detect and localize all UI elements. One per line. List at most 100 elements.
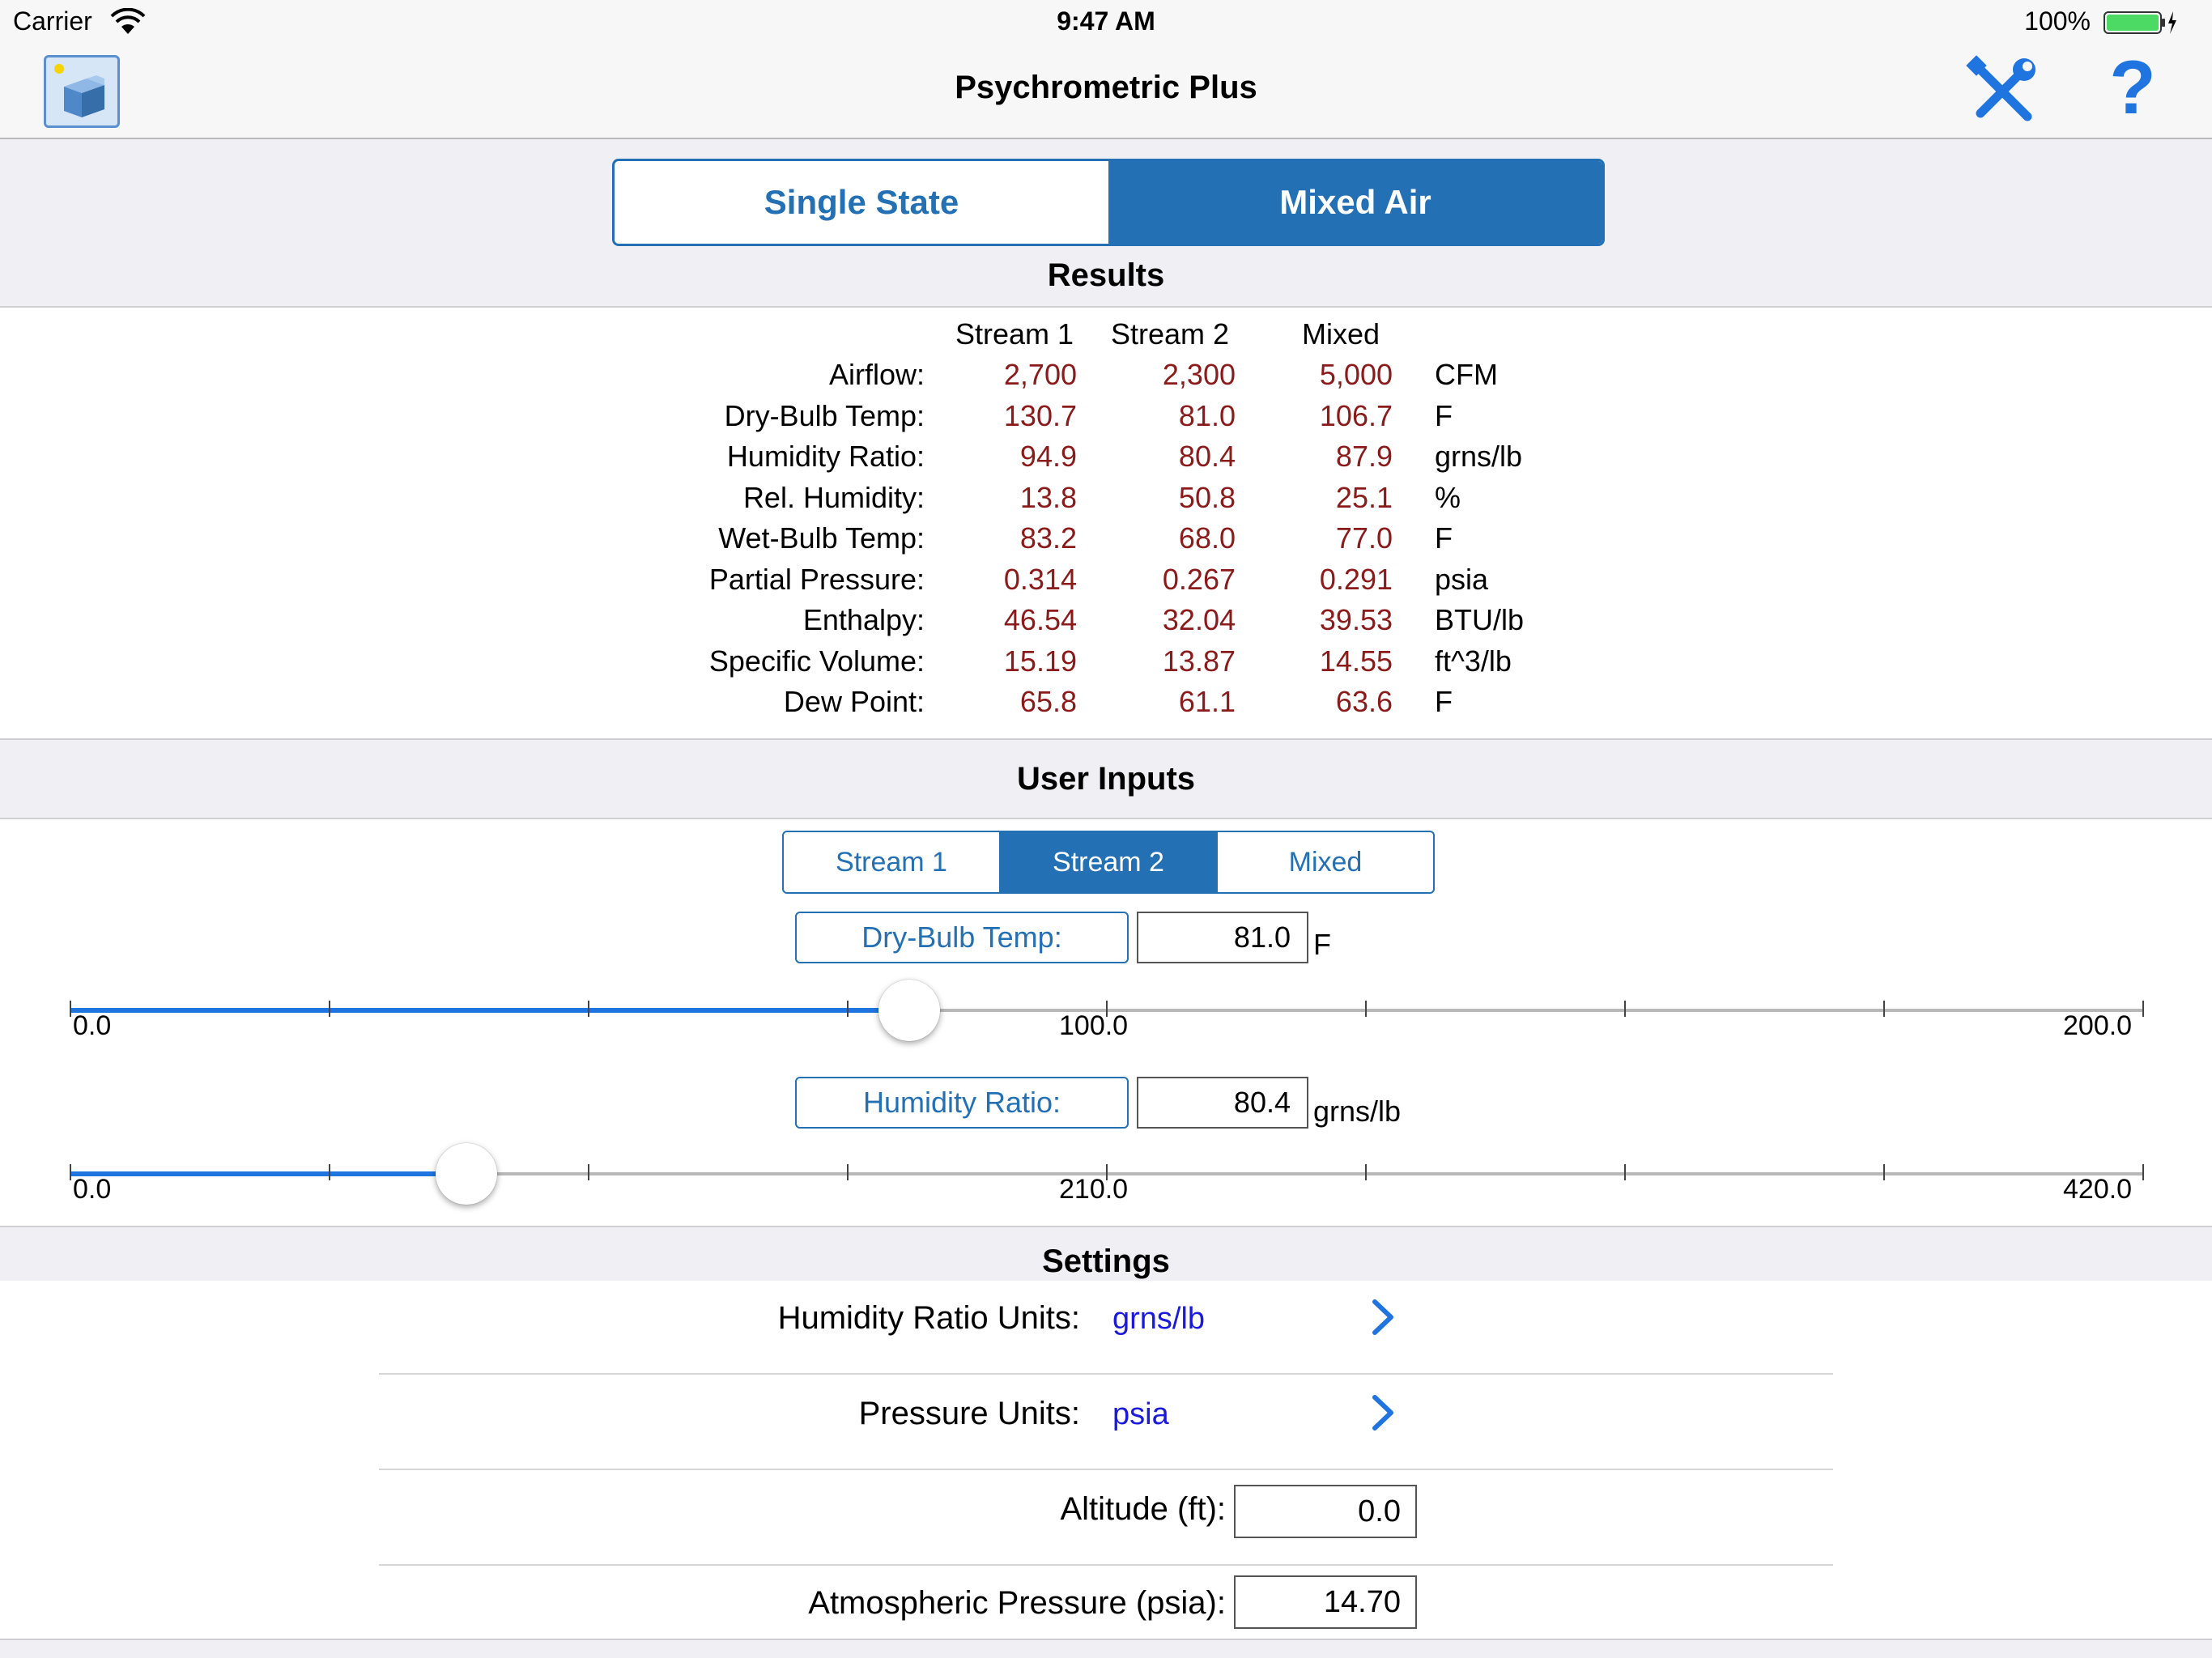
- tools-icon[interactable]: [1966, 55, 2039, 128]
- altitude-row: Altitude (ft): 0.0: [379, 1472, 1833, 1566]
- inputs-band: User Inputs: [0, 740, 2212, 818]
- app-logo-icon[interactable]: [44, 55, 120, 128]
- slider-tick: [1365, 1164, 1367, 1180]
- slider-tick: [1883, 1001, 1885, 1017]
- humidity-ratio-units-label: Humidity Ratio Units:: [777, 1300, 1080, 1336]
- dry-bulb-max-label: 200.0: [2063, 1010, 2133, 1041]
- stream-segmented-control: Stream 1 Stream 2 Mixed: [782, 831, 1435, 894]
- settings-panel: Humidity Ratio Units: grns/lb Pressure U…: [0, 1281, 2212, 1639]
- atmospheric-pressure-label: Atmospheric Pressure (psia):: [808, 1585, 1226, 1621]
- chevron-right-icon[interactable]: [1367, 1394, 1399, 1431]
- slider-thumb[interactable]: [436, 1143, 498, 1205]
- settings-band: Settings: [0, 1226, 2212, 1281]
- result-stream-1-value: 0.314: [1003, 562, 1077, 596]
- pressure-units-label: Pressure Units:: [858, 1396, 1080, 1431]
- dry-bulb-temp-slider[interactable]: [70, 980, 2144, 1041]
- tab-single-state[interactable]: Single State: [764, 183, 959, 221]
- result-mixed-value: 14.55: [1319, 644, 1393, 678]
- atmospheric-pressure-row: Atmospheric Pressure (psia): 14.70: [379, 1567, 1833, 1639]
- chevron-right-icon[interactable]: [1367, 1299, 1399, 1336]
- result-stream-2-value: 80.4: [1178, 440, 1236, 473]
- column-header-stream-2: Stream 2: [1111, 317, 1230, 351]
- dry-bulb-mid-label: 100.0: [1059, 1010, 1129, 1041]
- result-stream-2-value: 2,300: [1162, 358, 1236, 391]
- result-unit: F: [1435, 398, 1453, 432]
- result-unit: grns/lb: [1435, 440, 1523, 473]
- user-inputs-panel: Stream 1 Stream 2 Mixed Dry-Bulb Temp: 8…: [0, 818, 2212, 1226]
- result-stream-2-value: 0.267: [1162, 562, 1236, 596]
- result-stream-2-value: 61.1: [1178, 685, 1236, 718]
- humidity-ratio-units-row[interactable]: Humidity Ratio Units: grns/lb: [379, 1281, 1833, 1375]
- result-stream-2-value: 81.0: [1178, 398, 1236, 432]
- battery-percent: 100%: [2024, 6, 2091, 36]
- humidity-ratio-input[interactable]: 80.4: [1137, 1077, 1308, 1129]
- result-stream-1-value: 83.2: [1019, 521, 1077, 555]
- slider-tick: [70, 1001, 71, 1017]
- slider-tick: [1106, 1164, 1108, 1180]
- settings-title: Settings: [1042, 1244, 1170, 1279]
- slider-tick: [2142, 1001, 2144, 1017]
- result-mixed-value: 5,000: [1319, 358, 1393, 391]
- dry-bulb-min-label: 0.0: [73, 1010, 112, 1041]
- column-header-stream-1: Stream 1: [955, 317, 1074, 351]
- battery-icon: [2104, 11, 2176, 34]
- slider-tick: [1624, 1001, 1626, 1017]
- result-mixed-value: 87.9: [1335, 440, 1393, 473]
- column-header-mixed: Mixed: [1302, 317, 1380, 351]
- pressure-units-row[interactable]: Pressure Units: psia: [379, 1376, 1833, 1470]
- result-stream-1-value: 65.8: [1019, 685, 1077, 718]
- tab-stream-2[interactable]: Stream 2: [1001, 832, 1218, 892]
- humidity-ratio-slider[interactable]: [70, 1143, 2144, 1205]
- slider-tick: [2142, 1164, 2144, 1180]
- result-stream-2-value: 32.04: [1162, 603, 1236, 636]
- altitude-input[interactable]: 0.0: [1234, 1485, 1417, 1538]
- results-table: Stream 1 Stream 2 Mixed Airflow: 2,700 2,3…: [0, 306, 2212, 740]
- dry-bulb-unit: F: [1313, 928, 1331, 961]
- tab-mixed[interactable]: Mixed: [1288, 846, 1363, 878]
- result-stream-1-value: 94.9: [1019, 440, 1077, 473]
- slider-tick: [847, 1164, 849, 1180]
- slider-tick: [1883, 1164, 1885, 1180]
- result-stream-2-value: 68.0: [1178, 521, 1236, 555]
- slider-tick: [588, 1164, 589, 1180]
- humidity-mid-label: 210.0: [1059, 1174, 1129, 1205]
- tab-mixed-air[interactable]: Mixed Air: [1108, 161, 1602, 244]
- slider-fill: [70, 1008, 909, 1013]
- result-label: Dew Point:: [783, 685, 925, 718]
- slider-tick: [1624, 1164, 1626, 1180]
- app-title: Psychrometric Plus: [955, 70, 1257, 105]
- result-mixed-value: 25.1: [1335, 480, 1393, 514]
- result-mixed-value: 39.53: [1319, 603, 1393, 636]
- result-stream-1-value: 46.54: [1003, 603, 1077, 636]
- slider-tick: [329, 1164, 330, 1180]
- humidity-ratio-button[interactable]: Humidity Ratio:: [795, 1077, 1129, 1129]
- result-unit: ft^3/lb: [1435, 644, 1512, 678]
- result-label: Rel. Humidity:: [742, 480, 925, 514]
- slider-tick: [1365, 1001, 1367, 1017]
- help-icon[interactable]: ?: [2109, 45, 2156, 130]
- slider-thumb[interactable]: [878, 980, 940, 1041]
- result-mixed-value: 63.6: [1335, 685, 1393, 718]
- tab-stream-1[interactable]: Stream 1: [784, 832, 1001, 892]
- clock: 9:47 AM: [1057, 6, 1155, 36]
- result-stream-1-value: 130.7: [1003, 398, 1077, 432]
- result-label: Airflow:: [828, 358, 925, 391]
- humidity-ratio-units-value: grns/lb: [1112, 1302, 1206, 1336]
- result-label: Humidity Ratio:: [726, 440, 925, 473]
- slider-tick: [588, 1001, 589, 1017]
- dry-bulb-temp-input[interactable]: 81.0: [1137, 912, 1308, 963]
- altitude-label: Altitude (ft):: [1060, 1491, 1226, 1527]
- result-mixed-value: 0.291: [1319, 562, 1393, 596]
- result-unit: BTU/lb: [1435, 603, 1525, 636]
- result-unit: CFM: [1435, 358, 1498, 391]
- carrier-label: Carrier: [13, 6, 92, 36]
- bottom-band: [0, 1639, 2212, 1658]
- result-unit: %: [1435, 480, 1461, 514]
- dry-bulb-temp-button[interactable]: Dry-Bulb Temp:: [795, 912, 1129, 963]
- result-mixed-value: 77.0: [1335, 521, 1393, 555]
- results-title: Results: [1047, 257, 1165, 293]
- slider-tick: [329, 1001, 330, 1017]
- wifi-icon: [110, 8, 146, 34]
- result-unit: psia: [1435, 562, 1489, 596]
- atmospheric-pressure-input[interactable]: 14.70: [1234, 1575, 1417, 1629]
